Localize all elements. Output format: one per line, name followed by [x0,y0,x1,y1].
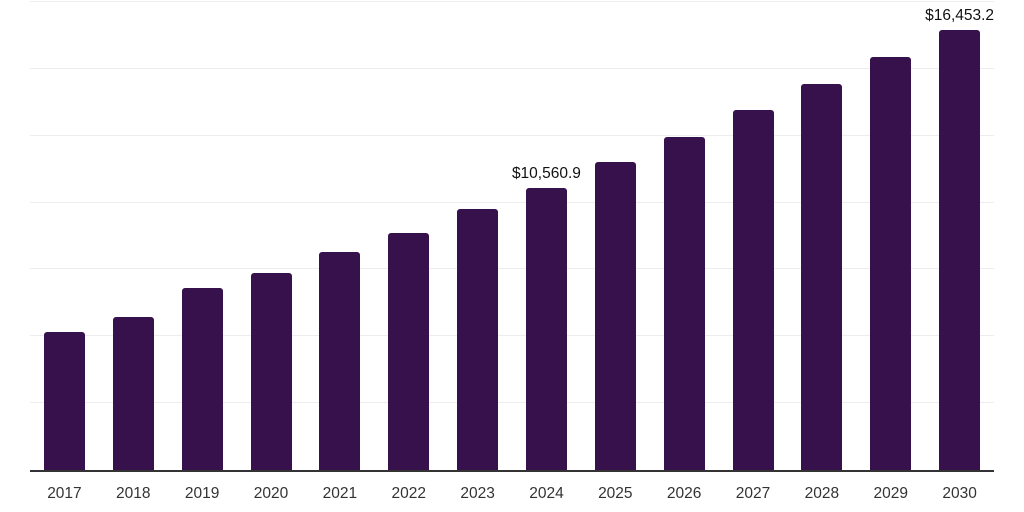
bar-value-label: $16,453.2 [925,7,995,24]
bar [663,136,705,470]
gridline [30,134,994,136]
bar [319,251,361,470]
x-tick-label: 2028 [804,485,840,502]
gridline [30,67,994,69]
x-tick-label: 2027 [735,485,771,502]
bar [250,273,292,470]
x-tick-label: 2021 [322,485,358,502]
x-tick-label: 2030 [942,485,977,502]
x-axis-labels: 2017 2018 2019 2020 2021 2022 2023 2024 2025 2026… [30,485,994,502]
bar [870,56,912,470]
x-tick-label: 2023 [460,485,495,502]
x-tick-label: 2029 [873,485,908,502]
x-tick-label: 2017 [47,485,82,502]
plot-area: $10,560.9 $16,453.2 [30,1,995,472]
bar [457,209,499,470]
bar-value-label: $10,560.9 [511,164,581,182]
bar [732,110,774,470]
bar [112,316,154,470]
gridline [30,335,994,337]
x-tick-label: 2020 [253,485,289,502]
gridline [30,268,994,270]
bar [594,161,636,470]
x-tick-label: 2026 [666,485,702,502]
gridline [30,201,994,203]
x-tick-label: 2018 [116,485,151,502]
x-tick-label: 2024 [529,485,564,502]
bar [388,232,430,470]
bar [181,288,223,470]
x-tick-label: 2022 [391,485,426,502]
gridline [30,402,994,404]
bar [525,187,567,470]
bar [801,83,843,470]
bar [43,332,85,470]
x-tick-label: 2019 [184,485,220,502]
x-tick-label: 2025 [598,485,633,502]
bar [939,30,981,470]
gridline [30,1,994,2]
